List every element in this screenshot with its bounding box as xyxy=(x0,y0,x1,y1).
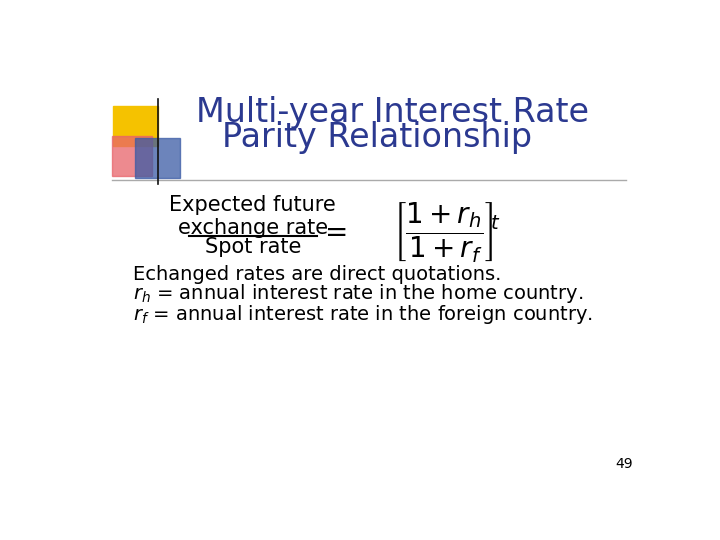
Text: =: = xyxy=(325,219,348,247)
Text: Parity Relationship: Parity Relationship xyxy=(222,122,532,154)
Text: $r_f$ = annual interest rate in the foreign country.: $r_f$ = annual interest rate in the fore… xyxy=(132,303,593,326)
Text: $r_h$ = annual interest rate in the home country.: $r_h$ = annual interest rate in the home… xyxy=(132,282,582,305)
Text: Spot rate: Spot rate xyxy=(204,237,301,257)
Text: Echanged rates are direct quotations.: Echanged rates are direct quotations. xyxy=(132,265,501,284)
Text: Expected future: Expected future xyxy=(169,195,336,215)
Text: 49: 49 xyxy=(615,457,632,471)
Text: exchange rate: exchange rate xyxy=(178,218,328,238)
Bar xyxy=(135,138,180,178)
Bar xyxy=(112,137,152,177)
Bar xyxy=(113,106,158,146)
Text: Multi-year Interest Rate: Multi-year Interest Rate xyxy=(196,96,589,129)
Text: $\left[\dfrac{1 + r_h}{1 + r_f}\right]^{\!\!t}$: $\left[\dfrac{1 + r_h}{1 + r_f}\right]^{… xyxy=(392,200,500,265)
